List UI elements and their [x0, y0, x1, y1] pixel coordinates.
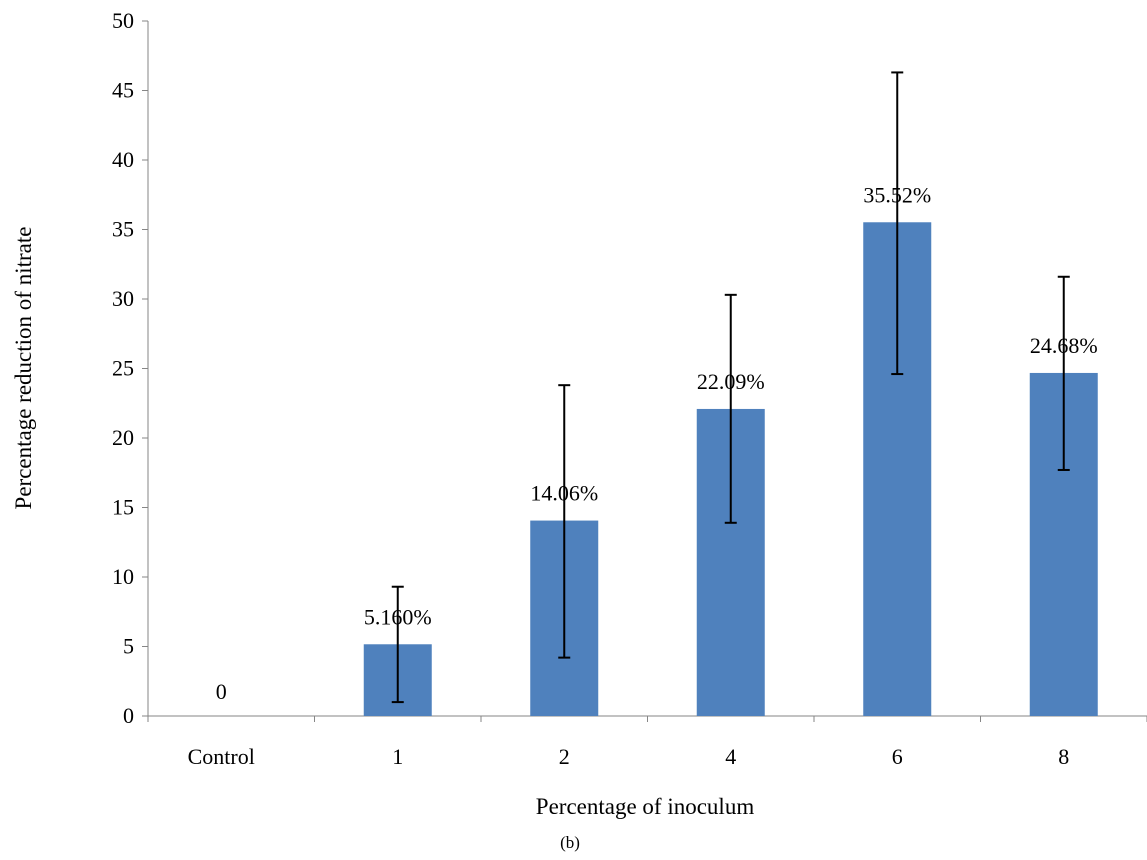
error-bars	[391, 71, 1070, 704]
y-tick-label: 50	[112, 8, 134, 33]
figure-caption: (b)	[560, 833, 580, 852]
x-axis-title: Percentage of inoculum	[536, 794, 755, 819]
y-tick-label: 20	[112, 425, 134, 450]
data-labels: 0 5.160% 14.06% 22.09% 35.52% 24.68%	[216, 182, 1098, 704]
x-tick-label: 8	[1058, 744, 1069, 769]
y-tick-label: 10	[112, 564, 134, 589]
x-tick-label: Control	[188, 744, 255, 769]
y-axis-title: Percentage reduction of nitrate	[11, 227, 36, 510]
x-tick-label: 4	[725, 744, 736, 769]
y-tick-label: 15	[112, 495, 134, 520]
y-tick-label: 45	[112, 78, 134, 103]
y-tick-label: 35	[112, 217, 134, 242]
y-tick-label: 5	[123, 634, 134, 659]
y-tick-label: 25	[112, 356, 134, 381]
data-label: 5.160%	[364, 604, 432, 629]
y-tick-label: 30	[112, 286, 134, 311]
data-label: 0	[216, 679, 227, 704]
data-label: 24.68%	[1030, 333, 1098, 358]
x-tick-label: 6	[892, 744, 903, 769]
y-tick-label: 40	[112, 147, 134, 172]
axes: 0 5 10 15 20 25 30 35 40 45 50 Control 1 2 4 6 8	[112, 8, 1147, 769]
data-label: 35.52%	[863, 182, 931, 207]
data-label: 22.09%	[697, 369, 765, 394]
x-tick-label: 1	[392, 744, 403, 769]
y-tick-label: 0	[123, 703, 134, 728]
x-tick-label: 2	[559, 744, 570, 769]
data-label: 14.06%	[530, 481, 598, 506]
